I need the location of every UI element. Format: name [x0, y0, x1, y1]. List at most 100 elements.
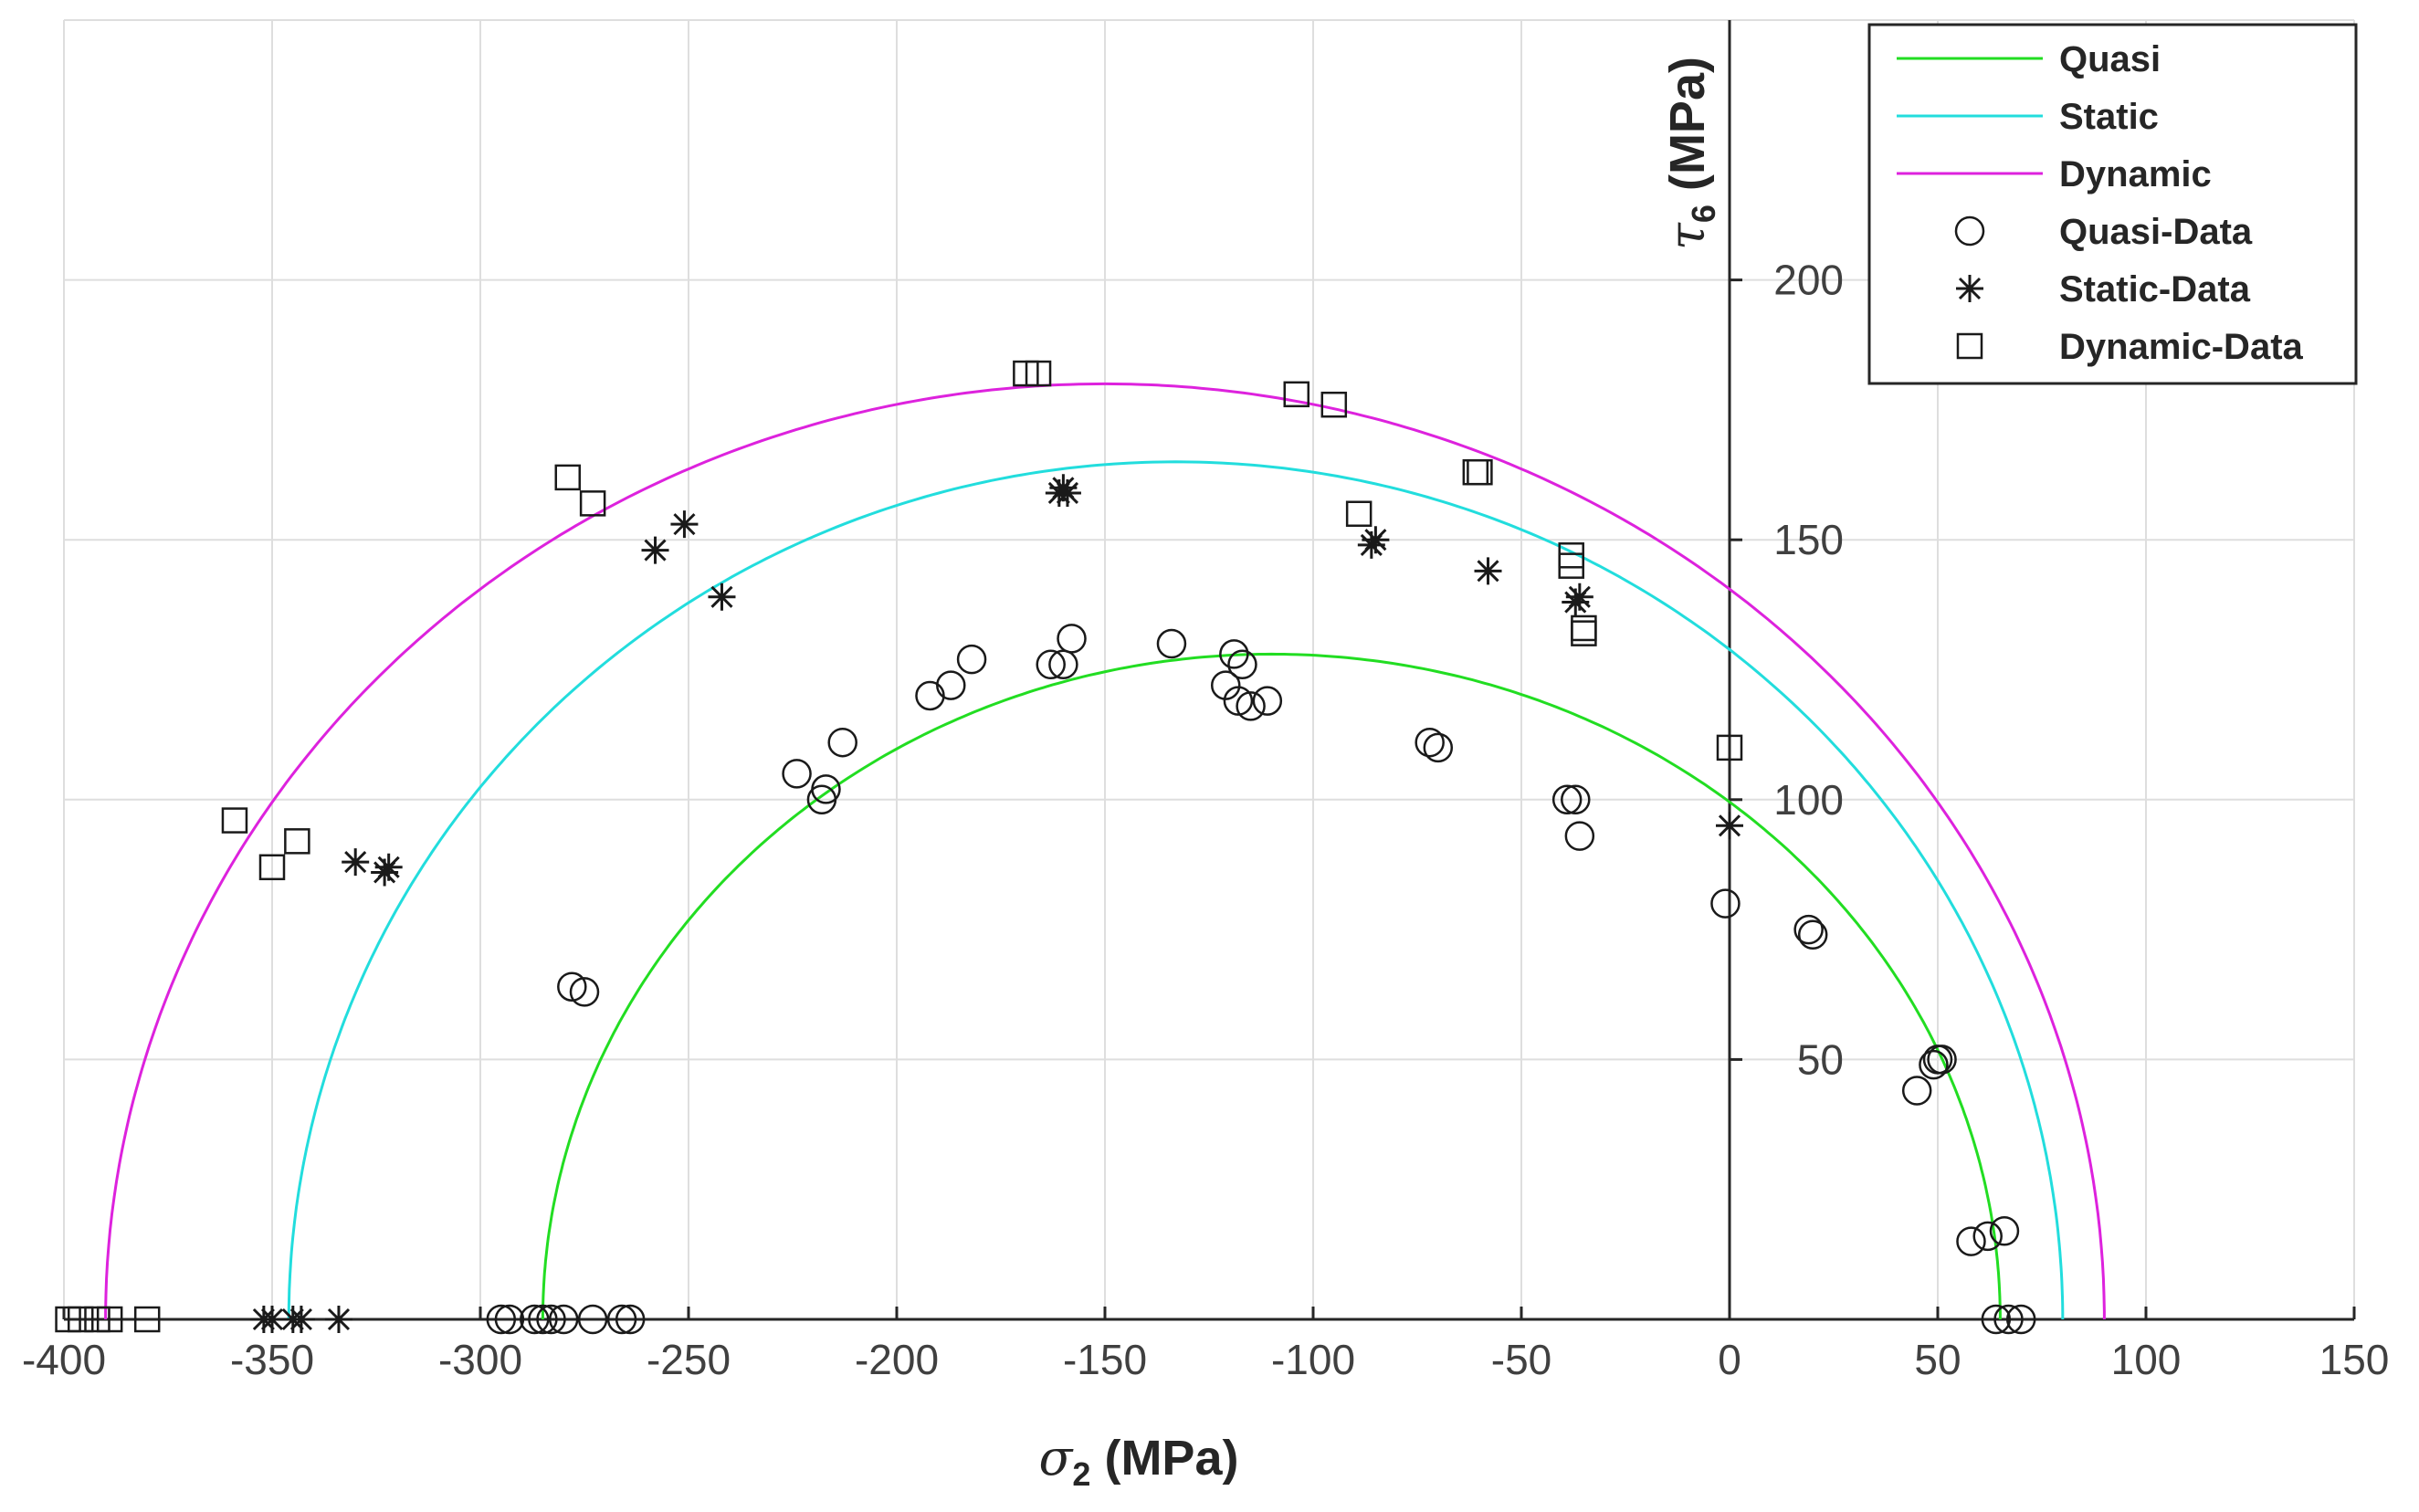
- legend-box: [1867, 23, 2358, 385]
- static-data-point: [324, 1306, 352, 1333]
- x-tick-label: 100: [2111, 1336, 2182, 1383]
- x-tick-label: -200: [855, 1336, 939, 1383]
- quasi-data-point: [1993, 1304, 2024, 1335]
- dynamic-data-point: [258, 854, 286, 881]
- quasi-data-point: [1048, 649, 1078, 680]
- static-data-point: [1362, 526, 1390, 554]
- dynamic-data-point: [1571, 620, 1597, 646]
- x-tick-label: -150: [1063, 1336, 1147, 1383]
- dynamic-data-point: [1320, 391, 1348, 418]
- quasi-data-point: [528, 1304, 558, 1335]
- legend-label-static: Static: [2059, 97, 2159, 137]
- legend-label-static-data: Static-Data: [2059, 269, 2251, 310]
- quasi-data-point: [1564, 821, 1595, 851]
- x-tick-label: -100: [1271, 1336, 1355, 1383]
- quasi-data-point: [1551, 784, 1583, 815]
- quasi-data-point: [1981, 1304, 2012, 1335]
- quasi-data-point: [1227, 649, 1257, 680]
- static-data-point: [258, 1306, 286, 1333]
- quasi-data-point: [606, 1304, 637, 1335]
- dynamic-data-point: [554, 464, 582, 491]
- quasi-data-point: [1972, 1221, 2003, 1252]
- quasi-data-point: [494, 1304, 525, 1335]
- quasi-data-point: [486, 1304, 517, 1335]
- dynamic-data-point: [133, 1306, 161, 1333]
- legend-label-quasi-data: Quasi-Data: [2059, 212, 2253, 252]
- legend-swatch-static-data: [1956, 275, 1983, 302]
- curve-static: [287, 460, 2065, 1320]
- quasi-data-point: [1057, 624, 1087, 654]
- quasi-data-point: [1797, 919, 1828, 950]
- quasi-data-point: [577, 1304, 608, 1335]
- dynamic-data-point: [1283, 381, 1310, 408]
- legend-label-dynamic-data: Dynamic-Data: [2059, 327, 2304, 367]
- legend-label-dynamic: Dynamic: [2059, 154, 2212, 194]
- tick-labels: -400 -350 -300 -250 -200 -150 -100 -50 0 50 100 150…: [22, 257, 2389, 1383]
- legend-swatch-dynamic-data: [1956, 332, 1983, 360]
- quasi-data-point: [569, 977, 600, 1007]
- dynamic-data-point: [96, 1306, 123, 1333]
- dynamic-data-point: [284, 828, 310, 855]
- quasi-data-point: [1561, 784, 1591, 815]
- quasi-data-point: [520, 1304, 550, 1335]
- dynamic-data-point: [1467, 458, 1493, 486]
- quasi-data-point: [615, 1304, 646, 1335]
- x-tick-label: -50: [1491, 1336, 1551, 1383]
- dynamic-data-point: [1025, 360, 1052, 387]
- static-data-point: [1716, 812, 1743, 840]
- x-tick-label: -250: [647, 1336, 731, 1383]
- quasi-data-point: [1252, 686, 1283, 716]
- quasi-data-point: [1956, 1226, 1986, 1256]
- quasi-data-point: [1156, 628, 1187, 659]
- y-tick-label: 150: [1773, 516, 1844, 563]
- dynamic-data-point: [579, 490, 606, 517]
- static-data-point: [708, 583, 736, 611]
- legend: Quasi Static Dynamic Quasi-Data Static-Data D…: [1867, 23, 2358, 385]
- quasi-data-point: [1415, 727, 1445, 758]
- quasi-data-point: [1927, 1045, 1957, 1075]
- curve-dynamic: [104, 382, 2106, 1319]
- quasi-data-point: [956, 644, 987, 675]
- quasi-data-point: [1793, 914, 1824, 945]
- quasi-data-point: [548, 1304, 579, 1335]
- x-tick-label: -350: [230, 1336, 314, 1383]
- legend-swatch-quasi-data: [1954, 215, 1985, 247]
- dynamic-data-point: [1716, 734, 1743, 761]
- static-data-point: [1474, 557, 1502, 585]
- quasi-data-point: [782, 759, 812, 789]
- quasi-data-point: [1989, 1215, 2020, 1246]
- static-data-point: [1053, 478, 1081, 507]
- static-data-point: [342, 848, 370, 877]
- quasi-data-point: [1219, 639, 1249, 669]
- static-data-point: [670, 510, 699, 539]
- quasi-data-point: [1423, 732, 1454, 763]
- dynamic-data-point: [67, 1306, 94, 1333]
- quasi-data-point: [536, 1304, 566, 1335]
- x-axis-title: σ2 (MPa): [1039, 1429, 1239, 1493]
- quasi-data-point: [1236, 691, 1266, 721]
- dynamic-data-point: [1558, 552, 1584, 579]
- y-tick-label: 50: [1797, 1035, 1844, 1083]
- y-tick-label: 200: [1773, 257, 1844, 304]
- dynamic-data-point: [1345, 500, 1373, 527]
- quasi-data-point: [1710, 888, 1741, 919]
- fit-curves: [104, 382, 2106, 1320]
- x-tick-label: 50: [1914, 1336, 1961, 1383]
- quasi-data-point: [2005, 1304, 2036, 1335]
- static-data-point: [641, 536, 669, 564]
- quasi-data-point: [1223, 686, 1254, 716]
- quasi-data-point: [827, 727, 857, 758]
- quasi-data-point: [557, 971, 587, 1002]
- static-data-point: [1565, 583, 1593, 611]
- quasi-data-point: [936, 670, 966, 700]
- legend-label-quasi: Quasi: [2059, 39, 2161, 79]
- quasi-data-point: [1901, 1076, 1932, 1106]
- x-tick-label: -400: [22, 1336, 106, 1383]
- axes: [62, 20, 2356, 1321]
- y-axis-title: τ6 (MPa): [1658, 57, 1722, 250]
- quasi-data-point: [1036, 649, 1066, 680]
- y-tick-label: 100: [1773, 776, 1844, 824]
- dynamic-data-point: [221, 807, 248, 834]
- quasi-data-point: [811, 774, 841, 804]
- x-tick-label: -300: [438, 1336, 522, 1383]
